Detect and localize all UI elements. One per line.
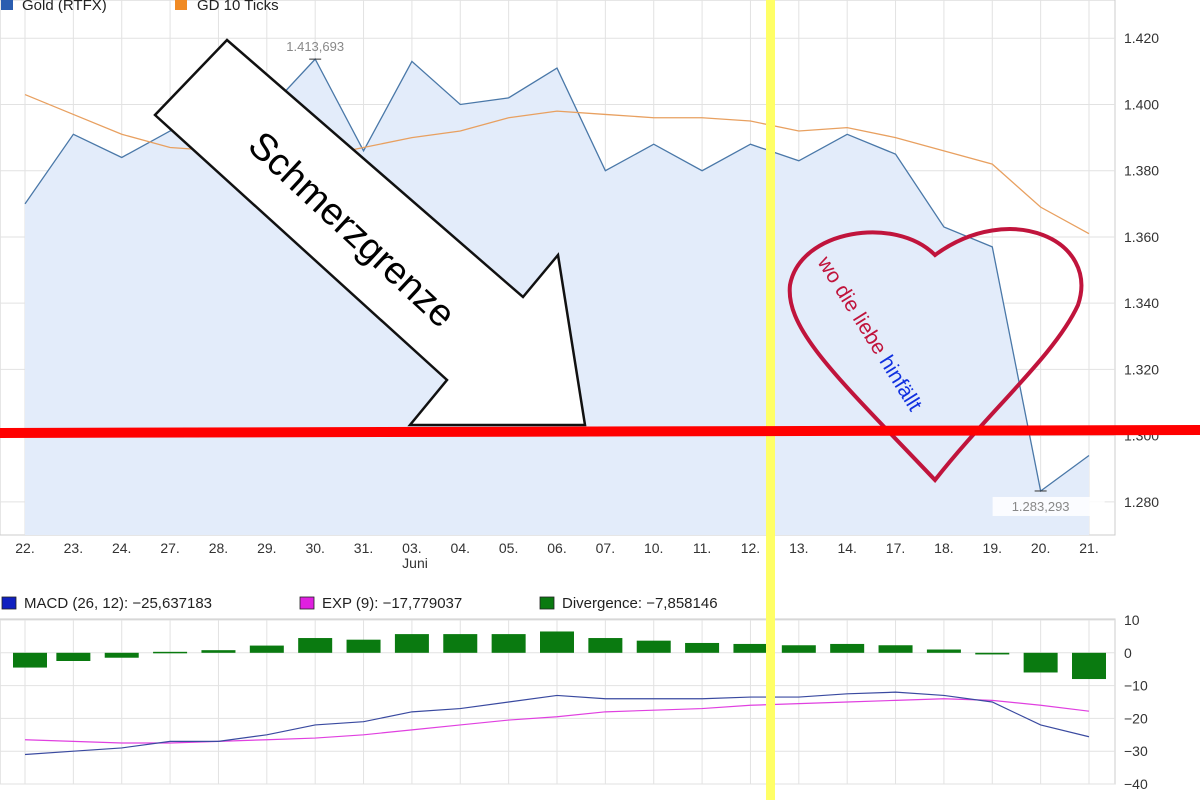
- main-x-tick-label: 03.: [402, 540, 421, 556]
- main-y-tick-label: 1.360: [1124, 229, 1159, 245]
- legend-label-gold: Gold (RTFX): [22, 0, 107, 14]
- heart-annotation: [787, 227, 1084, 484]
- main-y-tick-label: 1.420: [1124, 30, 1159, 46]
- legend-label-exp: EXP (9): −17,779037: [322, 595, 462, 612]
- main-x-tick-label: 04.: [451, 540, 470, 556]
- main-x-tick-label: 10.: [644, 540, 663, 556]
- divergence-bar: [56, 652, 91, 661]
- legend-swatch-exp: [299, 596, 315, 610]
- main-x-tick-label: 17.: [886, 540, 905, 556]
- main-x-tick-label: 23.: [64, 540, 83, 556]
- legend-label-gd10: GD 10 Ticks: [197, 0, 279, 14]
- legend-label-divergence: Divergence: −7,858146: [562, 595, 718, 612]
- divergence-bar: [733, 643, 768, 653]
- main-x-tick-label: 28.: [209, 540, 228, 556]
- arrow-annotation: [153, 38, 587, 427]
- divergence-bars: [13, 631, 1106, 680]
- main-x-tick-label: 07.: [596, 540, 615, 556]
- main-x-tick-label: 27.: [160, 540, 179, 556]
- divergence-bar: [975, 652, 1010, 655]
- main-x-tick-label: 21.: [1079, 540, 1098, 556]
- macd-grid: [0, 619, 1115, 785]
- divergence-bar: [394, 634, 429, 653]
- divergence-bar: [13, 652, 47, 668]
- divergence-bar: [878, 645, 913, 653]
- vertical-highlight-line: [766, 0, 775, 800]
- main-x-tick-label: 29.: [257, 540, 276, 556]
- main-x-ticks: 22. 23. 24. 27. 28. 29. 30. 31. 03. 04. 05. 06. 07. 1…: [15, 540, 1098, 556]
- divergence-bar: [540, 631, 574, 653]
- min-label: 1.283,293: [1012, 499, 1070, 514]
- legend-label-macd: MACD (26, 12): −25,637183: [24, 595, 212, 612]
- divergence-bar: [1023, 652, 1058, 673]
- macd-y-tick-label: 0: [1124, 645, 1132, 661]
- divergence-bar: [588, 638, 623, 653]
- main-x-tick-label: 18.: [934, 540, 953, 556]
- divergence-bar: [249, 645, 284, 653]
- main-y-tick-label: 1.380: [1124, 163, 1159, 179]
- divergence-bar: [153, 651, 188, 654]
- main-x-tick-label: 20.: [1031, 540, 1050, 556]
- main-x-tick-label: 31.: [354, 540, 373, 556]
- divergence-bar: [926, 649, 961, 653]
- main-x-tick-label: 14.: [837, 540, 856, 556]
- main-chart: 1.4201.4001.3801.3601.3401.3201.3001.280…: [0, 0, 1159, 571]
- divergence-bar: [201, 650, 236, 653]
- min-label-background: [992, 496, 1105, 516]
- main-x-tick-label: 06.: [547, 540, 566, 556]
- macd-y-tick-label: 10: [1124, 612, 1140, 628]
- divergence-bar: [346, 639, 381, 653]
- divergence-bar: [781, 645, 816, 653]
- macd-y-tick-label: −40: [1124, 776, 1148, 792]
- divergence-bar: [491, 634, 526, 653]
- month-label: Juni: [402, 555, 428, 571]
- divergence-bar: [298, 638, 333, 653]
- main-x-tick-label: 11.: [693, 540, 711, 556]
- macd-chart: 10 0 −10 −20 −30 −40 MACD (26, 12): −25,63718…: [0, 595, 1148, 792]
- main-x-tick-label: 13.: [789, 540, 808, 556]
- divergence-bar: [685, 642, 720, 653]
- divergence-bar: [443, 634, 478, 653]
- divergence-bar: [104, 652, 139, 658]
- divergence-bar: [1072, 652, 1106, 680]
- legend-swatch-macd: [1, 596, 17, 610]
- macd-y-tick-label: −10: [1124, 678, 1148, 694]
- main-y-tick-label: 1.320: [1124, 361, 1159, 377]
- main-x-tick-label: 22.: [15, 540, 34, 556]
- main-y-tick-label: 1.280: [1124, 494, 1159, 510]
- main-y-tick-label: 1.340: [1124, 295, 1159, 311]
- horizontal-red-line: [0, 425, 1200, 438]
- divergence-bar: [830, 643, 865, 653]
- main-x-tick-label: 24.: [112, 540, 131, 556]
- main-x-tick-label: 19.: [983, 540, 1002, 556]
- macd-legend: MACD (26, 12): −25,637183 EXP (9): −17,7…: [1, 595, 718, 612]
- main-x-tick-label: 30.: [305, 540, 324, 556]
- macd-y-tick-label: −30: [1124, 743, 1148, 759]
- main-x-tick-label: 05.: [499, 540, 518, 556]
- legend-swatch-divergence: [539, 596, 555, 610]
- macd-y-tick-label: −20: [1124, 710, 1148, 726]
- main-y-tick-label: 1.400: [1124, 96, 1159, 112]
- legend-swatch-gd10: [175, 0, 187, 10]
- max-label: 1.413,693: [286, 39, 344, 54]
- main-legend: Gold (RTFX) GD 10 Ticks: [1, 0, 279, 14]
- divergence-bar: [636, 640, 671, 653]
- macd-y-ticks: 10 0 −10 −20 −30 −40: [1124, 612, 1148, 792]
- main-x-tick-label: 12.: [741, 540, 760, 556]
- legend-swatch-gold: [1, 0, 13, 10]
- macd-series-line: [24, 691, 1090, 756]
